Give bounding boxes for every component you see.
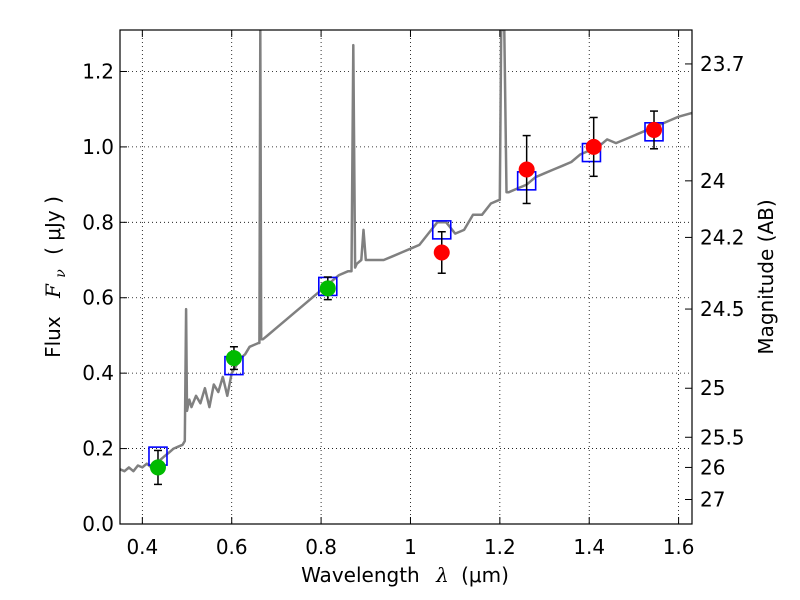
spectrum-line (120, 30, 692, 473)
y-tick-label: 1.0 (82, 135, 114, 159)
y-axis-label: Flux F ν ( μJy ) (41, 196, 70, 358)
red-data-point (646, 121, 663, 138)
green-data-point (225, 350, 242, 367)
grid-lines (120, 30, 692, 524)
green-data-point (149, 459, 166, 476)
red-data-point (585, 138, 602, 155)
mag-tick-label: 23.7 (700, 52, 745, 76)
y-tick-label: 0.0 (82, 512, 114, 536)
plot-frame (119, 29, 693, 525)
model-photometry-layer (148, 122, 664, 466)
mag-tick-label: 26 (700, 455, 725, 479)
mag-tick-label: 24.5 (700, 297, 745, 321)
mag-tick-label: 27 (700, 487, 725, 511)
y-tick-label: 1.2 (82, 59, 114, 83)
x-tick-label: 0.6 (216, 535, 248, 559)
red-data-point (518, 161, 535, 178)
y-tick-label: 0.8 (82, 210, 114, 234)
ticks-layer: 0.4 0.6 0.8 1 1.2 1.4 1.6 0.0 0.2 0.4 0.6 0.8 1.0 1.2… (82, 30, 745, 559)
x-tick-label: 1 (404, 535, 417, 559)
x-tick-label: 0.4 (126, 535, 158, 559)
y2-axis-label: Magnitude (AB) (754, 199, 778, 354)
x-tick-label: 1.4 (573, 535, 605, 559)
y-tick-label: 0.4 (82, 361, 114, 385)
x-tick-label: 1.6 (663, 535, 695, 559)
x-tick-label: 0.8 (305, 535, 337, 559)
green-data-point (319, 280, 336, 297)
observed-points-layer (149, 110, 663, 486)
y-tick-label: 0.6 (82, 286, 114, 310)
mag-tick-label: 25.5 (700, 425, 745, 449)
red-data-point (433, 244, 450, 261)
spectrum-layer (120, 30, 692, 473)
y-tick-label: 0.2 (82, 437, 114, 461)
mag-tick-label: 24.2 (700, 225, 745, 249)
mag-tick-label: 25 (700, 376, 725, 400)
x-axis-label: Wavelength λ (μm) (301, 563, 509, 587)
mag-tick-label: 24 (700, 169, 725, 193)
x-tick-label: 1.2 (484, 535, 516, 559)
